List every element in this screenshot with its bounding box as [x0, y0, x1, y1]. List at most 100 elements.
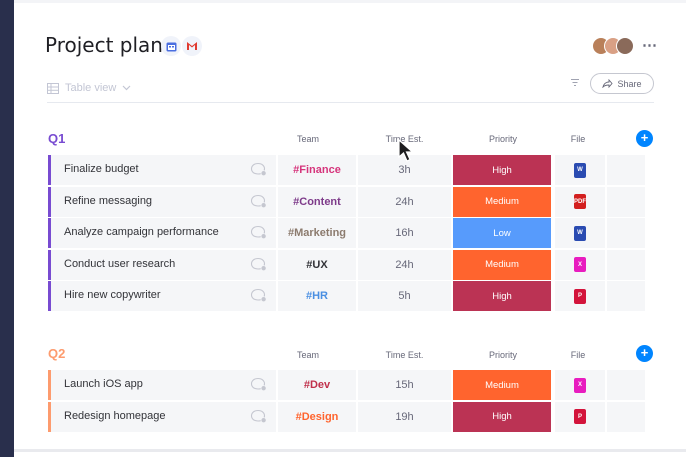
priority-status[interactable]: Medium — [453, 370, 551, 400]
priority-status[interactable]: High — [453, 155, 551, 185]
conversation-icon[interactable] — [250, 194, 267, 209]
priority-cell[interactable]: Medium — [453, 249, 553, 280]
empty-cell[interactable] — [607, 370, 645, 400]
priority-cell[interactable]: High — [453, 401, 553, 432]
priority-cell[interactable]: Medium — [453, 186, 553, 217]
empty-cell[interactable] — [607, 401, 645, 432]
item-name-cell[interactable]: Analyze campaign performance — [48, 218, 276, 248]
empty-cell[interactable] — [607, 155, 645, 185]
top-frame-line — [14, 0, 686, 3]
priority-cell[interactable]: High — [453, 281, 553, 311]
item-name-cell[interactable]: Launch iOS app — [48, 370, 276, 400]
file-cell[interactable]: P — [555, 401, 605, 432]
team-cell[interactable]: #Marketing — [278, 218, 356, 248]
table-row[interactable]: Conduct user research #UX 24h Medium X — [48, 249, 645, 280]
conversation-icon[interactable] — [250, 377, 267, 392]
group-title-q2[interactable]: Q2 — [48, 346, 66, 361]
column-header-team[interactable]: Team — [296, 134, 319, 144]
column-header-file[interactable]: File — [570, 350, 586, 360]
item-name-cell[interactable]: Conduct user research — [48, 249, 276, 280]
priority-status[interactable]: Low — [453, 218, 551, 248]
avatar[interactable] — [616, 37, 634, 55]
group-title-q1[interactable]: Q1 — [48, 131, 66, 146]
file-icon[interactable]: PDF — [574, 194, 586, 209]
time-estimate-cell[interactable]: 5h — [358, 281, 451, 311]
conversation-icon[interactable] — [250, 225, 267, 240]
priority-status[interactable]: Medium — [453, 186, 551, 217]
team-cell[interactable]: #Finance — [278, 155, 356, 185]
item-name[interactable]: Hire new copywriter — [64, 289, 161, 301]
table-row[interactable]: Finalize budget #Finance 3h High W — [48, 155, 645, 185]
column-header-file[interactable]: File — [570, 134, 586, 144]
team-cell[interactable]: #Content — [278, 186, 356, 217]
add-column-button[interactable]: + — [636, 345, 653, 362]
team-cell[interactable]: #UX — [278, 249, 356, 280]
column-header-priority[interactable]: Priority — [488, 134, 517, 144]
file-icon[interactable]: X — [574, 257, 586, 272]
priority-cell[interactable]: High — [453, 155, 553, 185]
item-name-cell[interactable]: Finalize budget — [48, 155, 276, 185]
view-selector[interactable]: Table view — [47, 79, 131, 97]
item-name[interactable]: Analyze campaign performance — [64, 226, 219, 238]
item-name[interactable]: Refine messaging — [64, 194, 153, 207]
item-name-cell[interactable]: Refine messaging — [48, 186, 276, 217]
add-column-button[interactable]: + — [636, 130, 653, 147]
item-name[interactable]: Conduct user research — [64, 257, 176, 270]
column-header-time[interactable]: Time Est. — [385, 350, 424, 360]
conversation-icon[interactable] — [250, 288, 267, 303]
time-estimate-cell[interactable]: 3h — [358, 155, 451, 185]
board-members[interactable] — [592, 37, 638, 57]
priority-cell[interactable]: Medium — [453, 370, 553, 400]
more-options-icon[interactable]: ⋯ — [642, 37, 658, 54]
conversation-icon[interactable] — [250, 409, 267, 424]
time-estimate-cell[interactable]: 24h — [358, 249, 451, 280]
file-icon[interactable]: X — [574, 377, 586, 393]
priority-cell[interactable]: Low — [453, 218, 553, 248]
item-name-cell[interactable]: Hire new copywriter — [48, 281, 276, 311]
table-row[interactable]: Hire new copywriter #HR 5h High P — [48, 281, 645, 311]
empty-cell[interactable] — [607, 249, 645, 280]
empty-cell[interactable] — [607, 186, 645, 217]
file-cell[interactable]: X — [555, 370, 605, 400]
calendar-icon[interactable] — [161, 36, 181, 56]
table-row[interactable]: Analyze campaign performance #Marketing 16… — [48, 218, 645, 248]
column-header-team[interactable]: Team — [296, 350, 319, 360]
column-header-priority[interactable]: Priority — [488, 350, 517, 360]
file-cell[interactable]: P — [555, 281, 605, 311]
file-icon[interactable]: P — [574, 409, 586, 424]
file-cell[interactable]: X — [555, 249, 605, 280]
time-estimate-cell[interactable]: 24h — [358, 186, 451, 217]
file-cell[interactable]: W — [555, 218, 605, 248]
item-name[interactable]: Launch iOS app — [64, 378, 143, 390]
team-cell[interactable]: #Design — [278, 401, 356, 432]
item-name-cell[interactable]: Redesign homepage — [48, 401, 276, 432]
file-icon[interactable]: P — [574, 288, 586, 304]
empty-cell[interactable] — [607, 281, 645, 311]
team-cell[interactable]: #HR — [278, 281, 356, 311]
table-row[interactable]: Launch iOS app #Dev 15h Medium X — [48, 370, 645, 400]
file-icon[interactable]: W — [574, 162, 586, 178]
item-name[interactable]: Redesign homepage — [64, 409, 166, 422]
file-cell[interactable]: W — [555, 155, 605, 185]
time-estimate: 5h — [398, 290, 411, 302]
file-cell[interactable]: PDF — [555, 186, 605, 217]
filter-icon[interactable] — [570, 78, 580, 87]
priority-status[interactable]: High — [453, 281, 551, 311]
empty-cell[interactable] — [607, 218, 645, 248]
table-row[interactable]: Refine messaging #Content 24h Medium PDF — [48, 186, 645, 217]
priority-status[interactable]: Medium — [453, 249, 551, 280]
priority-status[interactable]: High — [453, 401, 551, 432]
team-cell[interactable]: #Dev — [278, 370, 356, 400]
time-estimate-cell[interactable]: 16h — [358, 218, 451, 248]
item-name[interactable]: Finalize budget — [64, 163, 139, 175]
file-icon[interactable]: W — [574, 225, 586, 241]
board-title[interactable]: Project plan — [45, 33, 163, 57]
conversation-icon[interactable] — [250, 162, 267, 177]
conversation-icon[interactable] — [250, 257, 267, 272]
column-header-time[interactable]: Time Est. — [385, 134, 424, 144]
gmail-icon[interactable] — [182, 36, 202, 56]
time-estimate-cell[interactable]: 15h — [358, 370, 451, 400]
time-estimate-cell[interactable]: 19h — [358, 401, 451, 432]
share-button[interactable]: Share — [590, 73, 654, 94]
table-row[interactable]: Redesign homepage #Design 19h High P — [48, 401, 645, 432]
